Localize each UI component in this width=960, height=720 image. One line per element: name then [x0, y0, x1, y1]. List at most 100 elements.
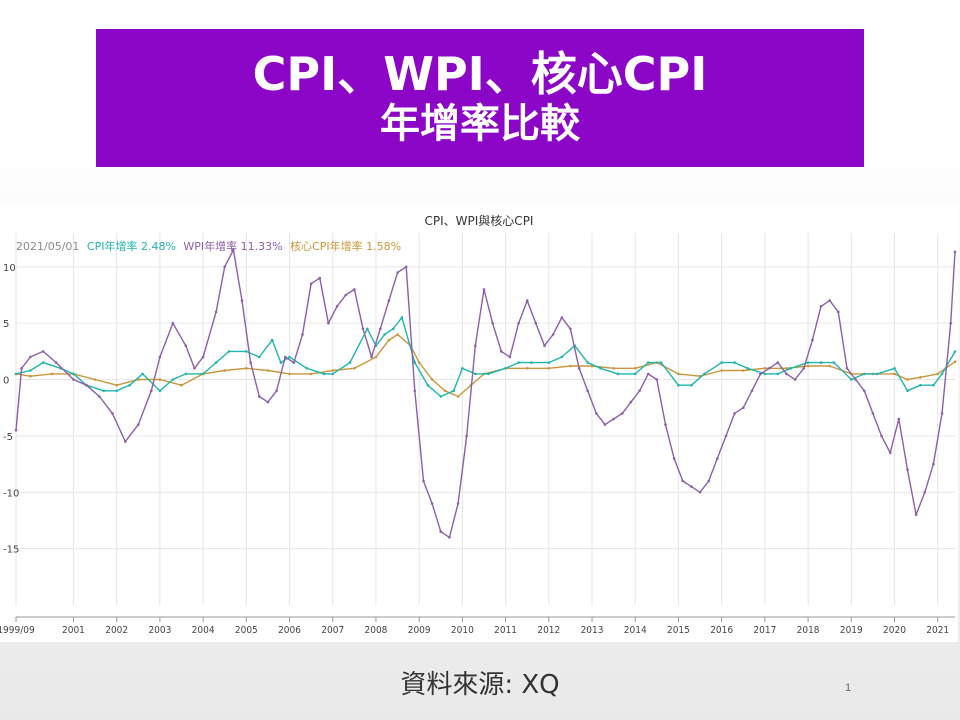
data-point-wpi: [525, 299, 529, 302]
data-point-cpi: [279, 361, 283, 364]
x-tick-label: 2019: [840, 625, 863, 636]
data-point-wpi: [595, 412, 598, 415]
data-point-wpi: [767, 367, 771, 370]
data-point-core: [720, 369, 723, 372]
data-point-cpi: [201, 372, 205, 376]
data-point-wpi: [422, 479, 425, 483]
data-point-wpi: [932, 462, 935, 466]
x-tick-label: 2004: [192, 625, 215, 636]
data-point-cpi: [214, 361, 218, 364]
data-point-wpi: [20, 367, 23, 370]
data-point-cpi: [504, 367, 507, 370]
data-point-wpi: [223, 265, 226, 269]
data-point-wpi: [551, 333, 555, 336]
data-point-wpi: [871, 412, 875, 415]
data-point-core: [569, 364, 572, 368]
x-tick-label: 2017: [753, 625, 776, 636]
data-point-wpi: [888, 451, 892, 455]
data-point-wpi: [344, 293, 348, 297]
series-line-cpi: [15, 316, 956, 398]
x-tick-label: 2021: [926, 625, 949, 636]
data-point-wpi: [776, 361, 780, 364]
data-point-core: [288, 372, 291, 376]
data-point-wpi: [897, 417, 901, 421]
data-point-cpi: [366, 327, 369, 331]
data-point-core: [29, 374, 32, 378]
data-point-cpi: [763, 372, 767, 376]
data-point-wpi: [85, 383, 88, 387]
data-point-wpi: [275, 389, 278, 393]
data-point-cpi: [703, 372, 706, 376]
data-point-cpi: [906, 389, 909, 393]
data-point-cpi: [517, 361, 520, 364]
chart-panel: CPI、WPI與核心CPI 2021/05/01 CPI年增率 2.48% WP…: [0, 205, 958, 642]
data-point-wpi: [569, 327, 572, 331]
data-point-cpi: [720, 361, 723, 364]
data-point-cpi: [184, 372, 188, 376]
data-point-wpi: [353, 288, 356, 291]
data-point-cpi: [383, 333, 386, 336]
data-point-wpi: [577, 367, 581, 370]
data-point-cpi: [940, 372, 944, 376]
data-point-wpi: [266, 400, 270, 404]
data-point-cpi: [115, 389, 118, 393]
data-point-wpi: [54, 361, 58, 364]
data-point-core: [906, 378, 909, 381]
data-point-cpi: [331, 372, 335, 376]
data-point-wpi: [184, 344, 188, 347]
data-point-core: [180, 383, 183, 387]
data-point-cpi: [633, 372, 637, 376]
data-point-wpi: [301, 333, 304, 336]
data-point-wpi: [292, 361, 296, 364]
data-point-core: [50, 372, 54, 376]
y-tick-label: -15: [3, 545, 19, 556]
data-point-wpi: [655, 378, 659, 381]
data-point-core: [331, 369, 335, 372]
data-point-wpi: [158, 355, 162, 359]
data-point-wpi: [361, 327, 365, 331]
data-point-wpi: [232, 248, 235, 252]
data-point-wpi: [837, 310, 840, 314]
data-point-cpi: [452, 389, 456, 393]
data-point-cpi: [677, 383, 680, 387]
data-point-wpi: [690, 485, 693, 488]
data-point-wpi: [430, 502, 434, 505]
y-tick-label: 10: [3, 263, 16, 274]
data-point-wpi: [863, 389, 866, 393]
x-tick-label: 2009: [408, 625, 431, 636]
data-point-wpi: [517, 321, 520, 325]
data-point-cpi: [560, 355, 564, 359]
data-point-wpi: [379, 327, 382, 331]
data-point-cpi: [14, 372, 18, 376]
x-tick-label: 2001: [62, 625, 85, 636]
data-point-cpi: [646, 361, 650, 364]
axes: 1999/09 2001 2002 2003 2004 2005 2006 2007 2008 2…: [0, 263, 955, 636]
x-tick-label: 1999/09: [0, 625, 35, 636]
data-point-wpi: [500, 350, 503, 353]
data-point-cpi: [690, 383, 693, 387]
data-point-wpi: [785, 372, 788, 376]
source-note: 資料來源: XQ: [400, 670, 560, 700]
data-point-wpi: [759, 372, 762, 376]
x-tick-label: 2003: [148, 625, 171, 636]
data-point-wpi: [586, 389, 589, 393]
data-point-wpi: [750, 389, 754, 393]
data-point-wpi: [707, 479, 710, 483]
data-point-cpi: [322, 372, 326, 376]
data-point-wpi: [664, 423, 667, 426]
data-point-wpi: [681, 479, 685, 483]
data-point-wpi: [793, 378, 797, 381]
data-point-cpi: [41, 361, 45, 364]
data-point-wpi: [906, 468, 909, 472]
data-point-core: [828, 364, 831, 368]
data-point-wpi: [29, 355, 32, 359]
data-point-wpi: [474, 344, 477, 347]
data-point-wpi: [370, 355, 373, 359]
data-point-cpi: [288, 355, 291, 359]
data-point-cpi: [413, 361, 417, 364]
data-point-cpi: [547, 361, 551, 364]
data-point-wpi: [733, 412, 736, 415]
data-point-core: [417, 361, 421, 364]
grid: [15, 233, 955, 605]
data-point-cpi: [850, 378, 853, 381]
